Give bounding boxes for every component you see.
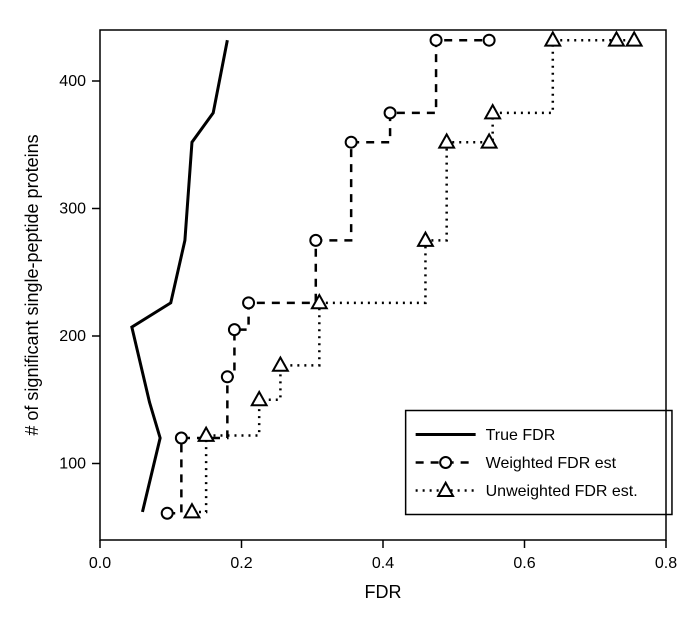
- series-unweighted: [185, 32, 642, 517]
- legend-label: Weighted FDR est: [486, 455, 617, 472]
- triangle-marker: [485, 105, 500, 118]
- circle-marker: [346, 137, 357, 148]
- y-tick-label: 200: [59, 328, 86, 345]
- y-tick-label: 100: [59, 456, 86, 473]
- triangle-marker: [418, 233, 433, 246]
- circle-marker: [484, 35, 495, 46]
- circle-marker: [243, 297, 254, 308]
- chart-container: 0.0 0.2 0.4 0.6 0.8 100 200 300 400 FDR # of signi…: [0, 0, 696, 620]
- y-tick-label: 300: [59, 201, 86, 218]
- x-tick-label: 0.4: [372, 555, 394, 572]
- x-axis-label: FDR: [365, 582, 402, 602]
- circle-marker: [385, 107, 396, 118]
- triangle-marker: [609, 32, 624, 45]
- series-line: [167, 40, 489, 513]
- legend-label: True FDR: [486, 427, 556, 444]
- triangle-marker: [545, 32, 560, 45]
- x-tick-label: 0.2: [230, 555, 252, 572]
- legend: True FDR Weighted FDR est Unweighted FDR e…: [406, 411, 672, 515]
- triangle-marker: [627, 32, 642, 45]
- legend-marker: [440, 457, 451, 468]
- triangle-marker: [273, 358, 288, 371]
- circle-marker: [229, 324, 240, 335]
- y-tick-label: 400: [59, 73, 86, 90]
- triangle-marker: [439, 134, 454, 147]
- circle-marker: [310, 235, 321, 246]
- fdr-line-chart: 0.0 0.2 0.4 0.6 0.8 100 200 300 400 FDR # of signi…: [0, 0, 696, 620]
- series-line: [192, 40, 634, 512]
- x-tick-label: 0.6: [513, 555, 535, 572]
- triangle-marker: [252, 392, 267, 405]
- triangle-marker: [312, 295, 327, 308]
- triangle-marker: [185, 504, 200, 517]
- triangle-marker: [482, 134, 497, 147]
- y-axis-label: # of significant single-peptide proteins: [22, 134, 42, 435]
- x-tick-label: 0.0: [89, 555, 111, 572]
- triangle-marker: [199, 428, 214, 441]
- circle-marker: [162, 508, 173, 519]
- series-weighted: [162, 35, 495, 519]
- x-tick-label: 0.8: [655, 555, 677, 572]
- circle-marker: [176, 433, 187, 444]
- legend-label: Unweighted FDR est.: [486, 483, 638, 500]
- circle-marker: [431, 35, 442, 46]
- circle-marker: [222, 371, 233, 382]
